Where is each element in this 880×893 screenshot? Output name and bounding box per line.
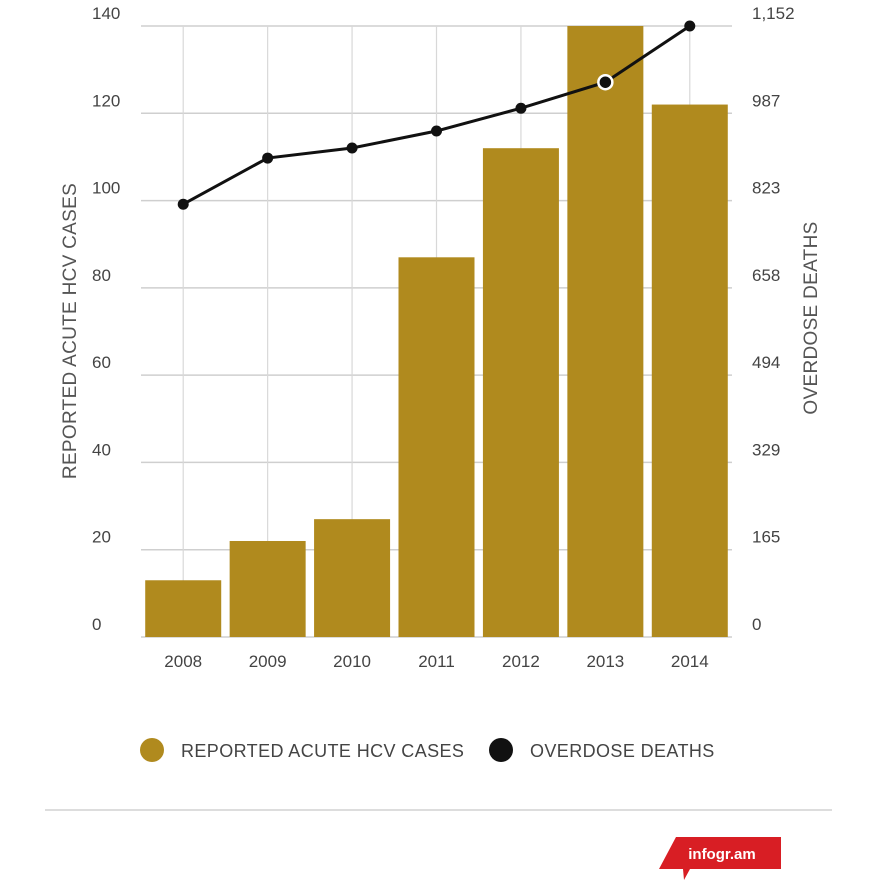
y2-tick-label: 329: [752, 440, 780, 459]
y2-tick-label: 823: [752, 179, 780, 198]
bar: [145, 580, 222, 637]
legend-label-hcv: REPORTED ACUTE HCV CASES: [181, 741, 464, 761]
x-tick-label: 2008: [164, 652, 202, 671]
y2-axis-title: OVERDOSE DEATHS: [801, 221, 822, 414]
x-tick-label: 2011: [418, 652, 455, 671]
x-tick-label: 2013: [586, 652, 624, 671]
legend-swatch-hcv: [140, 738, 164, 762]
y2-tick-label: 658: [752, 266, 780, 285]
line-point: [346, 142, 358, 154]
y-tick-label: 120: [92, 91, 120, 110]
y2-tick-label: 494: [752, 353, 780, 372]
y2-tick-label: 987: [752, 91, 780, 110]
x-tick-label: 2009: [249, 652, 287, 671]
infogram-logo: infogr.am: [659, 837, 781, 880]
line-point: [684, 20, 696, 32]
legend-swatch-overdose: [489, 738, 513, 762]
x-tick-label: 2012: [502, 652, 540, 671]
logo-badge: [659, 837, 781, 880]
bar: [651, 104, 728, 638]
bar: [482, 148, 559, 637]
y2-tick-label: 1,152: [752, 4, 795, 23]
x-tick-label: 2014: [671, 652, 709, 671]
line-point: [515, 102, 527, 114]
legend-label-overdose: OVERDOSE DEATHS: [530, 741, 715, 761]
y-tick-label: 100: [92, 179, 120, 198]
y-tick-label: 20: [92, 528, 111, 547]
x-tick-label: 2010: [333, 652, 371, 671]
line-point: [597, 73, 614, 91]
y-tick-label: 80: [92, 266, 111, 285]
bar: [314, 519, 391, 637]
y-tick-label: 140: [92, 4, 120, 23]
y-axis-title: REPORTED ACUTE HCV CASES: [60, 183, 81, 479]
bar: [229, 540, 306, 637]
bar: [567, 26, 644, 637]
y-tick-label: 40: [92, 440, 111, 459]
bar: [398, 257, 475, 637]
y2-tick-label: 165: [752, 528, 780, 547]
logo-text: infogr.am: [688, 846, 756, 863]
y2-tick-label: 0: [752, 615, 761, 634]
line-point: [431, 125, 442, 137]
line-point: [262, 152, 274, 164]
y-tick-label: 60: [92, 353, 111, 372]
line-point: [177, 198, 189, 210]
y-tick-label: 0: [92, 615, 101, 634]
